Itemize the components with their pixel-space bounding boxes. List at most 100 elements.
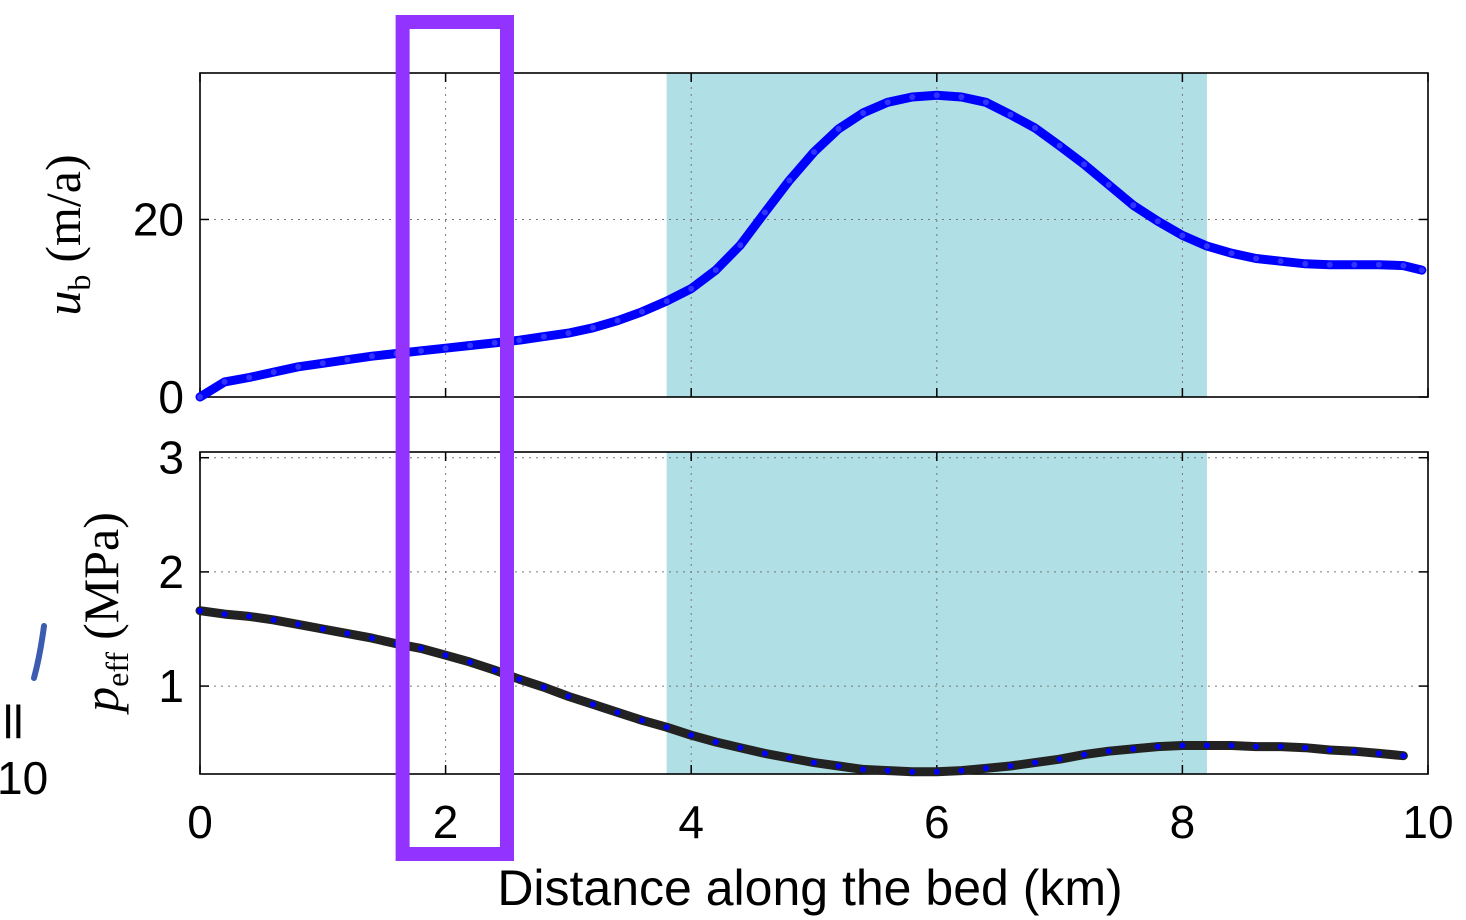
data-point [1203,742,1210,749]
top-plot-frame [199,72,1429,398]
data-point [589,324,596,331]
bottom-panel: 1 2 3 0 2 4 6 8 10 peff (MPa) Distance along the… [73,432,1454,916]
y-tick-label: 2 [158,546,184,598]
data-point [1032,759,1039,766]
data-point [1228,742,1235,749]
x-tick-label: 6 [924,796,950,848]
data-point [295,363,302,370]
data-point [540,684,547,691]
bottom-ylabel-subscript: eff [99,652,135,687]
data-point [982,99,989,106]
data-point [442,345,449,352]
data-point [491,339,498,346]
data-point [909,93,916,100]
data-point [1179,232,1186,239]
data-point [1253,743,1260,750]
data-point [246,613,253,620]
top-ticks [199,73,1429,398]
data-point [835,125,842,132]
data-point [688,732,695,739]
top-ylabel-symbol: u [35,291,91,316]
data-point [1400,752,1407,759]
data-point [1351,748,1358,755]
top-ylabel-unit: (m/a) [35,154,91,262]
y-tick-label: 3 [158,432,184,484]
data-point [712,739,719,746]
data-point [761,750,768,757]
data-point [344,630,351,637]
bottom-y-axis-label: peff (MPa) [73,512,135,715]
data-point [491,667,498,674]
top-y-axis-label: ub (m/a) [35,154,97,315]
x-tick-label: 4 [678,796,704,848]
data-point [418,645,425,652]
x-tick-label: 0 [187,796,213,848]
data-point [811,759,817,766]
data-point [786,177,793,184]
data-point [1081,751,1088,758]
x-tick-label: 8 [1170,796,1196,848]
data-point [1179,742,1186,749]
bottom-ytick-labels: 1 2 3 [158,432,184,712]
data-point [1277,258,1284,265]
y-tick-label: 1 [158,660,184,712]
data-point [246,374,253,381]
data-point [1418,267,1425,274]
data-point [467,659,474,666]
data-point [958,767,965,774]
data-point [368,353,375,360]
data-point [737,744,744,751]
data-point [1007,111,1014,118]
data-point [982,765,989,772]
x-tick-label: 10 [1402,796,1453,848]
data-point [639,308,646,315]
data-point [639,717,646,724]
data-point [467,342,474,349]
data-point [933,768,940,775]
highlight-box [395,15,514,861]
bottom-ylabel-symbol: p [73,687,129,715]
data-point [442,652,449,659]
data-point [1056,142,1063,149]
data-point [516,676,523,683]
top-panel: 0 20 ub (m/a) [35,72,1429,423]
partial-tick-label: 10 [0,752,48,804]
data-point [1154,743,1161,750]
data-point [221,378,228,385]
data-point [1130,202,1137,209]
data-point [958,93,965,100]
data-point [221,611,228,618]
data-point [1253,255,1260,262]
data-point [1302,744,1309,751]
data-point [811,149,817,156]
data-point [663,724,670,731]
data-point [786,755,793,762]
data-point [712,267,719,274]
data-point [295,621,302,628]
y-tick-label: 20 [133,193,184,245]
data-point [1032,125,1039,132]
data-point [1400,262,1407,269]
top-ylabel-subscript: b [61,275,97,291]
partial-glyph: ll [3,696,23,748]
data-point [884,99,891,106]
data-point [860,766,867,773]
data-point [319,625,326,632]
data-point [1351,261,1358,268]
data-point [197,394,203,400]
data-point [1203,243,1210,250]
data-point [1326,261,1333,268]
data-point [368,635,375,642]
data-point [565,693,572,700]
data-point [614,317,621,324]
top-ytick-labels: 0 20 [133,193,184,423]
data-point [1105,748,1112,755]
data-point [761,209,768,216]
data-point [1302,260,1309,267]
data-point [1105,181,1112,188]
data-point [1154,218,1161,225]
data-point [516,337,523,344]
data-point [344,356,351,363]
data-point [540,333,547,340]
